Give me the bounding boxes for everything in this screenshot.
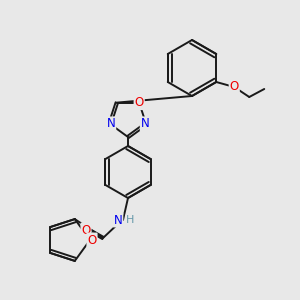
Text: N: N	[106, 117, 115, 130]
Text: H: H	[126, 215, 134, 225]
Text: N: N	[141, 117, 149, 130]
Text: O: O	[81, 224, 91, 236]
Text: O: O	[134, 96, 144, 109]
Text: O: O	[230, 80, 239, 94]
Text: N: N	[114, 214, 122, 226]
Text: O: O	[87, 233, 97, 247]
